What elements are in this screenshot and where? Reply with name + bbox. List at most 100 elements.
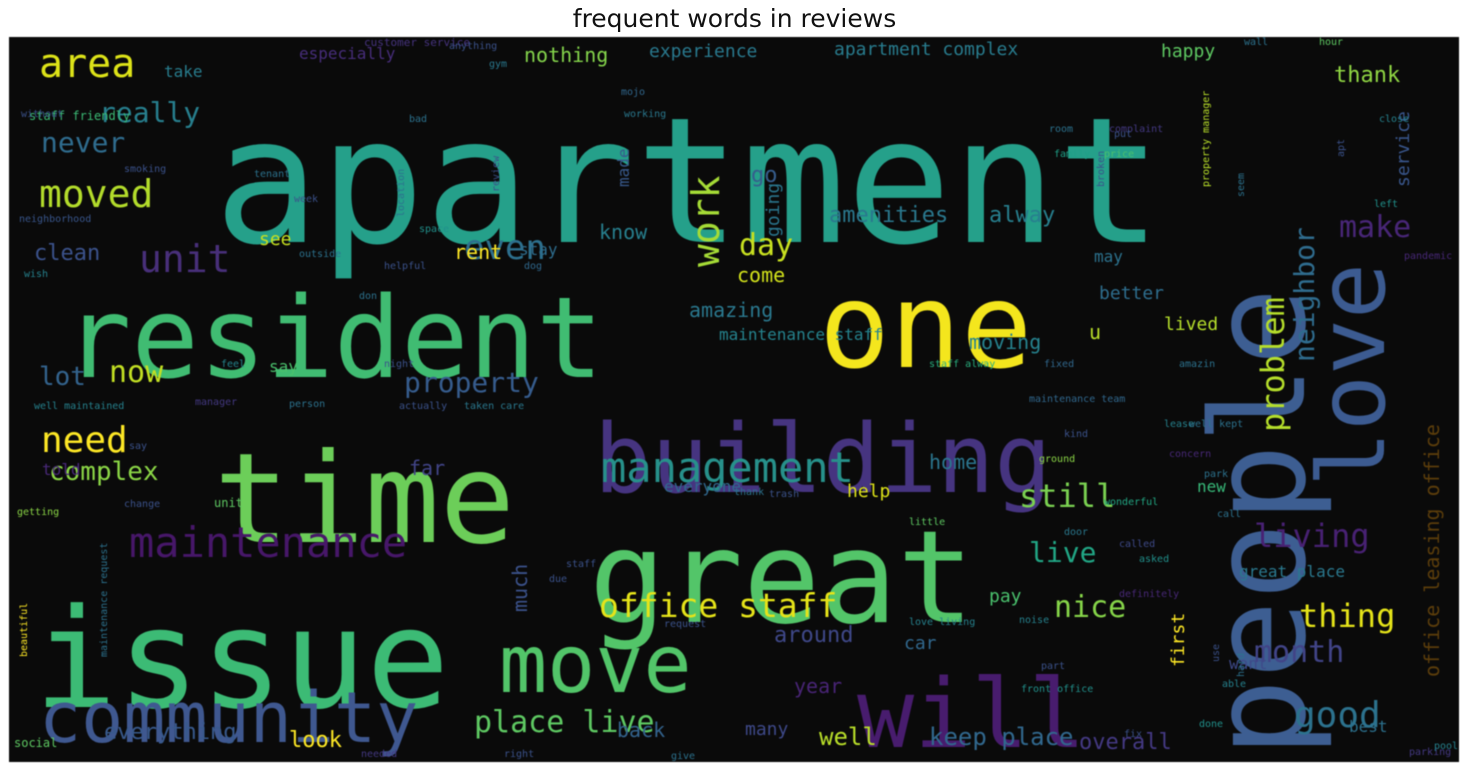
word-anything: anything (449, 41, 497, 52)
word-problem: problem (1254, 297, 1292, 432)
word-going: going (763, 183, 784, 237)
word-will: will (857, 660, 1086, 762)
word-first: first (1168, 613, 1189, 667)
word-review: review (491, 155, 502, 192)
word-cloud: apartment resident time issue great people one… (9, 37, 1459, 762)
word-live: live (1029, 536, 1096, 569)
word-many: many (745, 719, 789, 740)
word-outside: outside (299, 249, 341, 260)
word-bad: bad (409, 114, 427, 125)
word-close: close (1379, 114, 1409, 125)
word-unit: unit (214, 496, 243, 510)
word-new: new (1197, 477, 1226, 496)
word-look: look (289, 728, 342, 753)
word-able: able (1222, 679, 1246, 690)
word-much: much (508, 564, 532, 612)
word-know: know (599, 220, 648, 244)
word-keep-place: keep place (929, 723, 1074, 751)
word-nothing: nothing (524, 43, 608, 67)
word-u: u (1089, 320, 1101, 344)
word-social: social (14, 736, 57, 750)
word-family: family (1054, 149, 1090, 160)
word-seem: seem (1236, 173, 1247, 197)
word-maintenance-staff: maintenance staff (719, 325, 883, 344)
word-pandemic: pandemic (1404, 251, 1452, 262)
word-area: area (39, 41, 135, 87)
word-stay: stay (519, 240, 558, 259)
word-issue: issue (34, 579, 449, 740)
word-week: week (294, 194, 318, 205)
word-don: don (359, 291, 377, 302)
word-kind: kind (1064, 429, 1088, 440)
word-manager: manager (195, 397, 237, 408)
word-smoking: smoking (124, 164, 166, 175)
word-happy: happy (1161, 41, 1215, 62)
word-left: left (1374, 199, 1398, 210)
word-complaint: complaint (1109, 124, 1163, 135)
word-living: living (1254, 517, 1370, 555)
word-hard: hard (1236, 653, 1247, 677)
word-amenities: amenities (829, 203, 948, 228)
word-asked: asked (1139, 554, 1169, 565)
word-experience: experience (649, 41, 757, 62)
word-far: far (409, 456, 445, 480)
word-pool: pool (1434, 741, 1458, 752)
word-want: want (1229, 654, 1268, 673)
word-noise: noise (1019, 615, 1049, 626)
word-pay: pay (989, 586, 1022, 607)
word-move: move (499, 618, 692, 711)
word-see: see (259, 229, 292, 250)
word-called: called (1119, 539, 1155, 550)
word-lease: lease (1164, 419, 1194, 430)
word-neighborhood: neighborhood (19, 214, 91, 225)
word-part: part (1041, 661, 1065, 672)
word-ground: ground (1039, 454, 1075, 465)
word-building: building (594, 405, 1052, 515)
word-actually: actually (399, 401, 447, 412)
word-fix: fix (1124, 729, 1142, 740)
word-moving: moving (969, 330, 1041, 354)
word-front-office: front office (1021, 684, 1093, 695)
word-night: night (384, 359, 414, 370)
word-office-leasing-office: office leasing office (1420, 424, 1444, 677)
word-wish: wish (24, 269, 48, 280)
word-back: back (617, 718, 665, 742)
word-dog: dog (524, 261, 542, 272)
word-price: price (1104, 149, 1134, 160)
word-month: month (1254, 635, 1344, 670)
word-car: car (904, 633, 937, 654)
word-people: people (1183, 287, 1335, 757)
word-everyone: everyone (664, 477, 741, 496)
word-staff: staff (566, 559, 596, 570)
word-thing: thing (1299, 597, 1395, 635)
word-lived: lived (1164, 314, 1218, 335)
word-property-manager: property manager (1201, 91, 1212, 187)
word-needed: needed (361, 749, 397, 760)
word-customer-service: customer service (364, 37, 470, 49)
word-neighbor: neighbor (1288, 227, 1321, 362)
word-apt: apt (1336, 139, 1347, 157)
word-around: around (774, 623, 853, 648)
word-person: person (289, 399, 325, 410)
word-make: make (1339, 210, 1411, 245)
word-need: need (41, 420, 128, 461)
word-really: really (99, 96, 200, 129)
word-gym: gym (489, 59, 507, 70)
word-maintenance-team: maintenance team (1029, 394, 1125, 405)
word-right: right (504, 749, 534, 760)
word-great-place: great place (1239, 562, 1345, 581)
word-still: still (1019, 477, 1115, 515)
word-love-living: love living (909, 617, 975, 628)
word-work: work (684, 175, 728, 267)
word-help: help (847, 481, 890, 502)
word-management: management (601, 443, 854, 492)
word-best: best (1349, 717, 1388, 736)
word-lot: lot (39, 362, 86, 392)
word-come: come (737, 263, 785, 287)
word-nice: nice (1054, 590, 1126, 625)
word-location: location (396, 169, 407, 217)
word-space: space (419, 224, 449, 235)
word-especially: especially (299, 44, 396, 63)
word-park: park (1204, 469, 1228, 480)
